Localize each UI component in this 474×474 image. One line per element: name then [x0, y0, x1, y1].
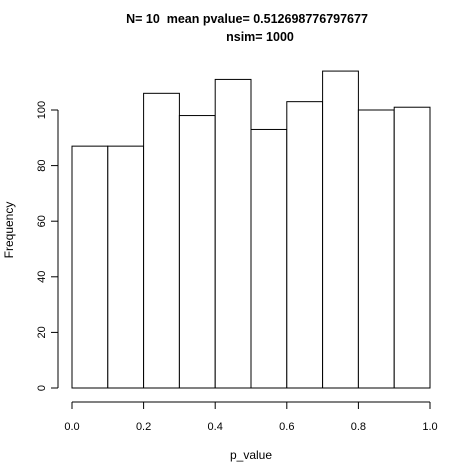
y-tick-label: 0 — [36, 385, 48, 391]
histogram-bar — [250, 128, 288, 389]
histogram-bar — [286, 101, 324, 389]
histogram-bar — [71, 145, 109, 389]
y-tick-label: 100 — [36, 101, 48, 119]
x-tick-label: 0.6 — [279, 421, 294, 433]
histogram-bar — [107, 145, 145, 389]
y-tick-label: 40 — [36, 271, 48, 283]
histogram-bar — [178, 115, 216, 389]
x-tick-label: 0.8 — [351, 421, 366, 433]
x-axis: 0.0 0.2 0.4 0.6 0.8 1.0 — [64, 401, 438, 433]
x-tick-label: 0.2 — [136, 421, 151, 433]
y-axis: 0 20 40 60 80 100 — [36, 101, 59, 391]
histogram-bars — [71, 70, 431, 389]
histogram-bar — [143, 92, 180, 389]
x-axis-label: p_value — [230, 448, 272, 462]
y-tick-label: 80 — [36, 159, 48, 171]
histogram-bar — [357, 109, 395, 389]
histogram-bar — [393, 106, 431, 389]
y-axis-label: Frequency — [2, 202, 16, 259]
chart-subtitle: nsim= 1000 — [226, 30, 294, 44]
histogram-bar — [322, 70, 359, 389]
y-tick-label: 20 — [36, 326, 48, 338]
x-tick-label: 0.0 — [64, 421, 79, 433]
y-tick-label: 60 — [36, 215, 48, 227]
x-tick-label: 0.4 — [208, 421, 223, 433]
histogram-bar — [214, 78, 252, 389]
x-tick-label: 1.0 — [422, 421, 437, 433]
chart-title: N= 10 mean pvalue= 0.512698776797677 — [126, 12, 368, 26]
